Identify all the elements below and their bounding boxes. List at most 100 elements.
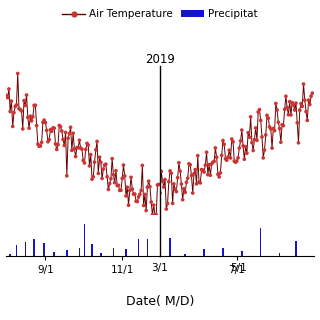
Point: [239, 128, 244, 133]
Point: [105, 174, 110, 179]
Point: [88, 152, 93, 157]
Point: [185, 176, 190, 181]
Point: [266, 116, 271, 121]
Point: [98, 160, 103, 165]
Point: [204, 150, 209, 155]
Point: [193, 167, 198, 172]
Point: [195, 153, 200, 158]
Point: [241, 143, 246, 148]
Point: [278, 140, 284, 145]
Point: [90, 177, 95, 182]
Point: [308, 94, 314, 99]
Bar: [295, 241, 297, 256]
Point: [140, 163, 145, 168]
Point: [146, 179, 151, 184]
Point: [29, 118, 34, 124]
Point: [203, 163, 208, 168]
Point: [23, 103, 28, 108]
Point: [190, 190, 195, 196]
Point: [178, 169, 183, 174]
Point: [141, 203, 146, 208]
Point: [33, 103, 38, 108]
Point: [232, 159, 237, 164]
Point: [97, 155, 102, 160]
Point: [103, 162, 108, 167]
Point: [214, 155, 219, 160]
Bar: [16, 245, 17, 256]
Point: [115, 183, 120, 188]
Point: [205, 172, 211, 177]
Point: [69, 148, 75, 153]
Point: [228, 156, 233, 161]
Point: [180, 197, 185, 202]
Point: [166, 179, 172, 184]
Point: [230, 139, 236, 144]
Point: [86, 142, 91, 148]
Point: [39, 140, 44, 145]
Point: [38, 143, 43, 148]
Point: [212, 159, 217, 164]
Point: [36, 144, 42, 149]
Point: [310, 91, 315, 96]
Text: Date( M/D): Date( M/D): [126, 294, 194, 307]
Point: [151, 203, 156, 208]
Point: [284, 105, 290, 110]
Point: [30, 114, 36, 119]
Point: [74, 145, 79, 150]
Point: [237, 146, 242, 151]
Point: [263, 132, 268, 138]
Point: [272, 128, 277, 133]
Point: [116, 183, 121, 188]
Point: [82, 160, 87, 165]
Point: [260, 134, 265, 140]
Point: [118, 188, 124, 193]
Point: [32, 103, 37, 108]
Point: [135, 199, 140, 204]
Point: [288, 112, 293, 117]
Point: [113, 168, 118, 173]
Point: [58, 124, 63, 129]
Point: [101, 167, 106, 172]
Point: [194, 181, 199, 187]
Point: [186, 161, 191, 166]
Point: [183, 190, 188, 195]
Point: [199, 167, 204, 172]
Point: [157, 191, 163, 196]
Point: [198, 180, 203, 186]
Point: [127, 188, 132, 193]
Point: [171, 181, 176, 187]
Point: [301, 82, 306, 87]
Point: [117, 188, 122, 193]
Point: [49, 129, 54, 134]
Point: [163, 177, 168, 182]
Point: [252, 137, 257, 142]
Point: [42, 118, 47, 123]
Point: [267, 124, 272, 130]
Point: [55, 142, 60, 147]
Point: [40, 120, 45, 125]
Point: [176, 160, 181, 165]
Point: [72, 146, 77, 151]
Point: [18, 107, 23, 112]
Point: [16, 106, 21, 111]
Point: [51, 125, 56, 131]
Point: [145, 185, 150, 190]
Point: [139, 188, 144, 193]
Point: [25, 115, 30, 120]
Point: [122, 173, 127, 179]
Point: [34, 123, 39, 128]
Point: [159, 169, 164, 174]
Point: [224, 158, 229, 163]
Point: [60, 137, 66, 142]
Bar: [66, 250, 68, 256]
Point: [124, 193, 129, 198]
Text: 2019: 2019: [145, 52, 175, 66]
Point: [287, 99, 292, 104]
Point: [302, 98, 307, 103]
Point: [275, 108, 280, 113]
Legend: Air Temperature, Precipitat: Air Temperature, Precipitat: [58, 5, 262, 24]
Point: [248, 114, 253, 119]
Point: [57, 123, 62, 128]
Point: [92, 160, 97, 165]
Point: [238, 138, 243, 143]
